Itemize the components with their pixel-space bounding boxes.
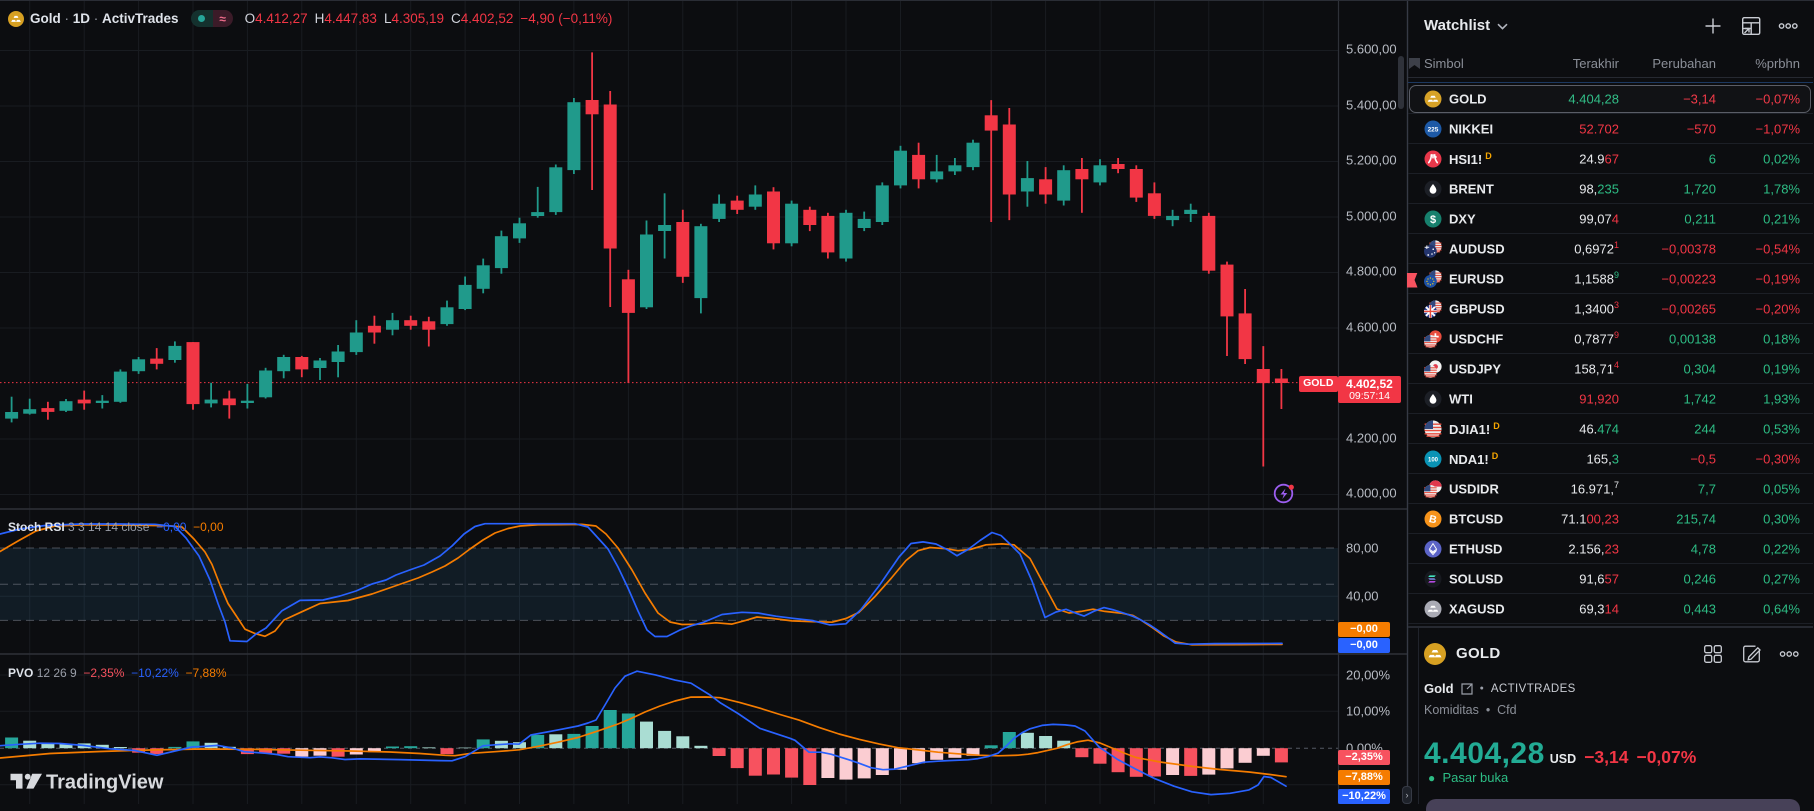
svg-text:100: 100 bbox=[1428, 457, 1439, 463]
svg-text:225: 225 bbox=[1428, 126, 1439, 133]
svg-text:B: B bbox=[1428, 513, 1438, 526]
svg-text:$: $ bbox=[1430, 214, 1436, 226]
svg-text:TradingView: TradingView bbox=[46, 772, 164, 794]
